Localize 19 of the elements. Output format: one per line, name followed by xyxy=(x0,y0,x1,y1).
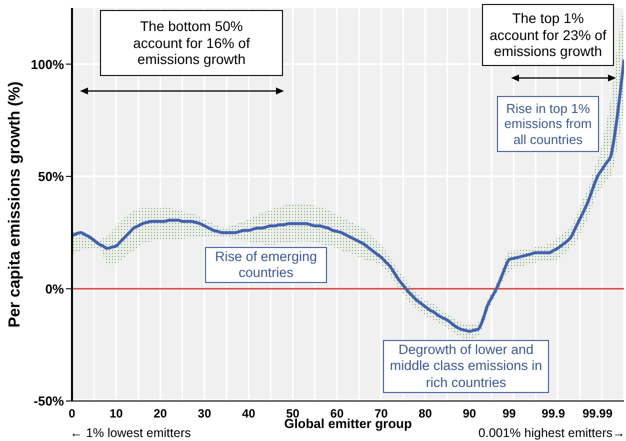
x-tick-label: 70 xyxy=(374,406,388,421)
x-tick-label: 80 xyxy=(418,406,432,421)
x-tick-label: 30 xyxy=(198,406,212,421)
x-tick-label: 99.99 xyxy=(582,406,613,421)
y-tick-label: 0% xyxy=(45,281,64,296)
y-tick-label: 50% xyxy=(38,169,64,184)
x-tick-label: 10 xyxy=(109,406,124,421)
text: 0.001% highest emitters→ xyxy=(477,426,625,441)
x-tick-label: 0 xyxy=(68,406,76,421)
text: ← 1% lowest emitters xyxy=(70,426,192,441)
x-tick-label: 90 xyxy=(462,406,476,421)
x-tick-label: 20 xyxy=(154,406,168,421)
x-tick-label: 60 xyxy=(330,406,344,421)
x-tick-label: 40 xyxy=(242,406,256,421)
y-tick-label: -50% xyxy=(34,394,64,409)
y-axis-title: Per capita emissions growth (%) xyxy=(6,81,24,328)
x-tick-label: 99.9 xyxy=(542,406,566,421)
y-tick-label: 100% xyxy=(30,56,64,72)
x-tick-label: 99 xyxy=(502,406,516,421)
